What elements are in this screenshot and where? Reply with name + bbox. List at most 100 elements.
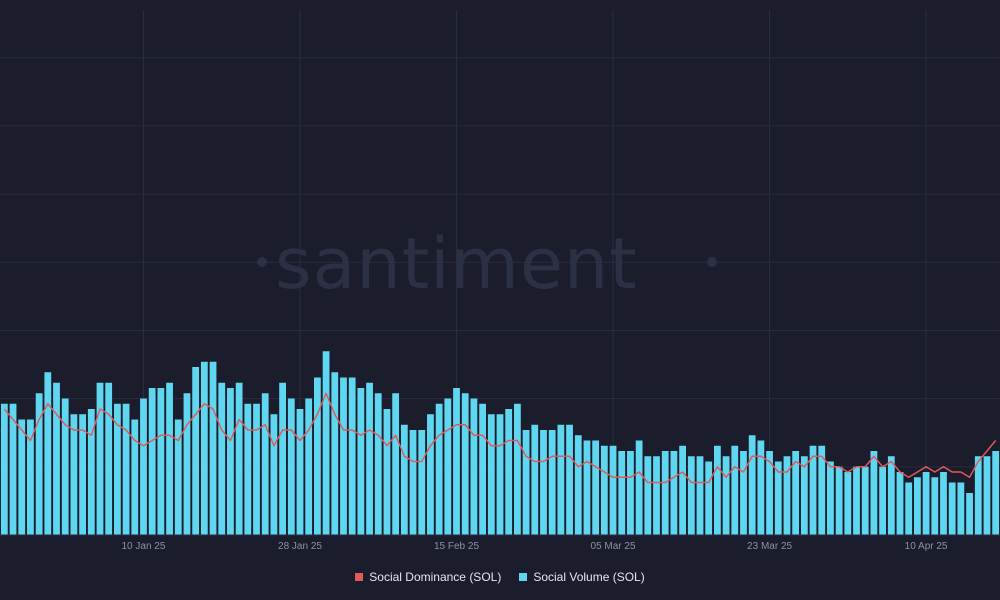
- volume-bar-90[interactable]: [783, 456, 791, 535]
- volume-bar-18[interactable]: [157, 388, 165, 535]
- volume-bar-103[interactable]: [896, 472, 904, 535]
- volume-bar-8[interactable]: [70, 414, 78, 535]
- volume-bar-50[interactable]: [435, 403, 443, 535]
- volume-bar-99[interactable]: [861, 466, 869, 535]
- volume-bar-49[interactable]: [427, 414, 434, 535]
- volume-bar-57[interactable]: [496, 414, 504, 535]
- volume-bar-109[interactable]: [948, 482, 956, 536]
- volume-bar-31[interactable]: [270, 414, 278, 535]
- volume-bar-100[interactable]: [870, 451, 878, 535]
- volume-bar-89[interactable]: [774, 461, 782, 536]
- volume-bar-88[interactable]: [766, 451, 773, 535]
- volume-bar-67[interactable]: [583, 440, 591, 536]
- volume-bar-9[interactable]: [79, 414, 86, 535]
- volume-bar-35[interactable]: [305, 398, 313, 536]
- volume-bar-33[interactable]: [287, 398, 295, 536]
- dominance-line[interactable]: [3, 392, 997, 484]
- volume-bar-44[interactable]: [383, 409, 391, 535]
- volume-bar-113[interactable]: [983, 456, 991, 535]
- volume-bar-75[interactable]: [653, 456, 660, 535]
- volume-bar-73[interactable]: [635, 440, 643, 536]
- legend-item-social-dominance[interactable]: Social Dominance (SOL): [355, 570, 501, 584]
- volume-bar-40[interactable]: [348, 377, 356, 536]
- volume-bar-77[interactable]: [670, 451, 678, 535]
- volume-bar-76[interactable]: [661, 451, 669, 535]
- volume-bar-69[interactable]: [600, 445, 608, 535]
- volume-bar-20[interactable]: [174, 419, 182, 536]
- volume-bar-98[interactable]: [853, 466, 860, 535]
- volume-bar-1[interactable]: [9, 403, 17, 535]
- volume-bar-114[interactable]: [992, 451, 1000, 535]
- volume-bar-36[interactable]: [314, 377, 321, 536]
- volume-bar-34[interactable]: [296, 409, 304, 535]
- volume-bar-97[interactable]: [844, 472, 852, 535]
- volume-bar-111[interactable]: [966, 493, 973, 535]
- volume-bar-68[interactable]: [592, 440, 600, 536]
- volume-bar-86[interactable]: [748, 435, 756, 535]
- volume-bar-93[interactable]: [809, 445, 817, 535]
- volume-bar-58[interactable]: [505, 409, 513, 535]
- volume-bar-19[interactable]: [166, 382, 173, 535]
- volume-bar-72[interactable]: [627, 451, 634, 535]
- volume-bar-83[interactable]: [722, 456, 730, 535]
- volume-bar-80[interactable]: [696, 456, 704, 535]
- volume-bar-78[interactable]: [679, 445, 686, 535]
- volume-bar-56[interactable]: [487, 414, 495, 535]
- volume-bar-28[interactable]: [244, 403, 252, 535]
- volume-bar-87[interactable]: [757, 440, 765, 536]
- volume-bar-7[interactable]: [61, 398, 69, 536]
- volume-bar-81[interactable]: [705, 461, 713, 536]
- volume-bar-71[interactable]: [618, 451, 626, 535]
- volume-bar-48[interactable]: [418, 430, 426, 535]
- volume-bar-5[interactable]: [44, 372, 52, 535]
- volume-bar-30[interactable]: [261, 393, 269, 535]
- volume-bar-55[interactable]: [479, 403, 486, 535]
- volume-bar-51[interactable]: [444, 398, 452, 536]
- volume-bar-74[interactable]: [644, 456, 652, 535]
- volume-bar-92[interactable]: [800, 456, 808, 535]
- volume-bar-39[interactable]: [340, 377, 347, 536]
- volume-bar-61[interactable]: [531, 424, 539, 535]
- volume-bar-96[interactable]: [835, 466, 843, 535]
- volume-bar-79[interactable]: [687, 456, 695, 535]
- volume-bar-24[interactable]: [209, 361, 217, 535]
- volume-bar-13[interactable]: [114, 403, 121, 535]
- volume-bar-11[interactable]: [96, 382, 104, 535]
- volume-bar-27[interactable]: [235, 382, 243, 535]
- volume-bar-106[interactable]: [922, 472, 930, 535]
- legend-item-social-volume[interactable]: Social Volume (SOL): [519, 570, 645, 584]
- volume-bar-52[interactable]: [453, 388, 460, 535]
- volume-bar-60[interactable]: [522, 430, 530, 535]
- volume-bar-14[interactable]: [122, 403, 130, 535]
- volume-bar-26[interactable]: [227, 388, 234, 535]
- volume-bar-70[interactable]: [609, 445, 617, 535]
- volume-bar-65[interactable]: [566, 424, 573, 535]
- volume-bar-94[interactable]: [818, 445, 826, 535]
- volume-bar-38[interactable]: [331, 372, 339, 535]
- volume-bar-4[interactable]: [35, 393, 43, 535]
- volume-bar-12[interactable]: [105, 382, 113, 535]
- volume-bar-54[interactable]: [470, 398, 478, 536]
- volume-bar-59[interactable]: [514, 403, 521, 535]
- volume-bar-66[interactable]: [574, 435, 582, 535]
- volume-bar-32[interactable]: [279, 382, 286, 535]
- volume-bar-82[interactable]: [714, 445, 721, 535]
- volume-bar-107[interactable]: [931, 477, 939, 535]
- volume-bar-91[interactable]: [792, 451, 800, 535]
- volume-bar-47[interactable]: [409, 430, 417, 535]
- volume-bar-64[interactable]: [557, 424, 565, 535]
- volume-bar-0[interactable]: [0, 403, 8, 535]
- volume-bar-22[interactable]: [192, 367, 200, 535]
- volume-bar-37[interactable]: [322, 351, 330, 535]
- volume-bar-62[interactable]: [540, 430, 547, 535]
- volume-bar-3[interactable]: [27, 419, 34, 536]
- volume-bar-63[interactable]: [548, 430, 556, 535]
- volume-bar-110[interactable]: [957, 482, 965, 536]
- volume-bar-45[interactable]: [392, 393, 400, 535]
- volume-bar-105[interactable]: [914, 477, 921, 535]
- volume-bar-15[interactable]: [131, 419, 139, 536]
- volume-bar-84[interactable]: [731, 445, 739, 535]
- volume-bar-16[interactable]: [140, 398, 147, 536]
- volume-bar-2[interactable]: [18, 419, 26, 536]
